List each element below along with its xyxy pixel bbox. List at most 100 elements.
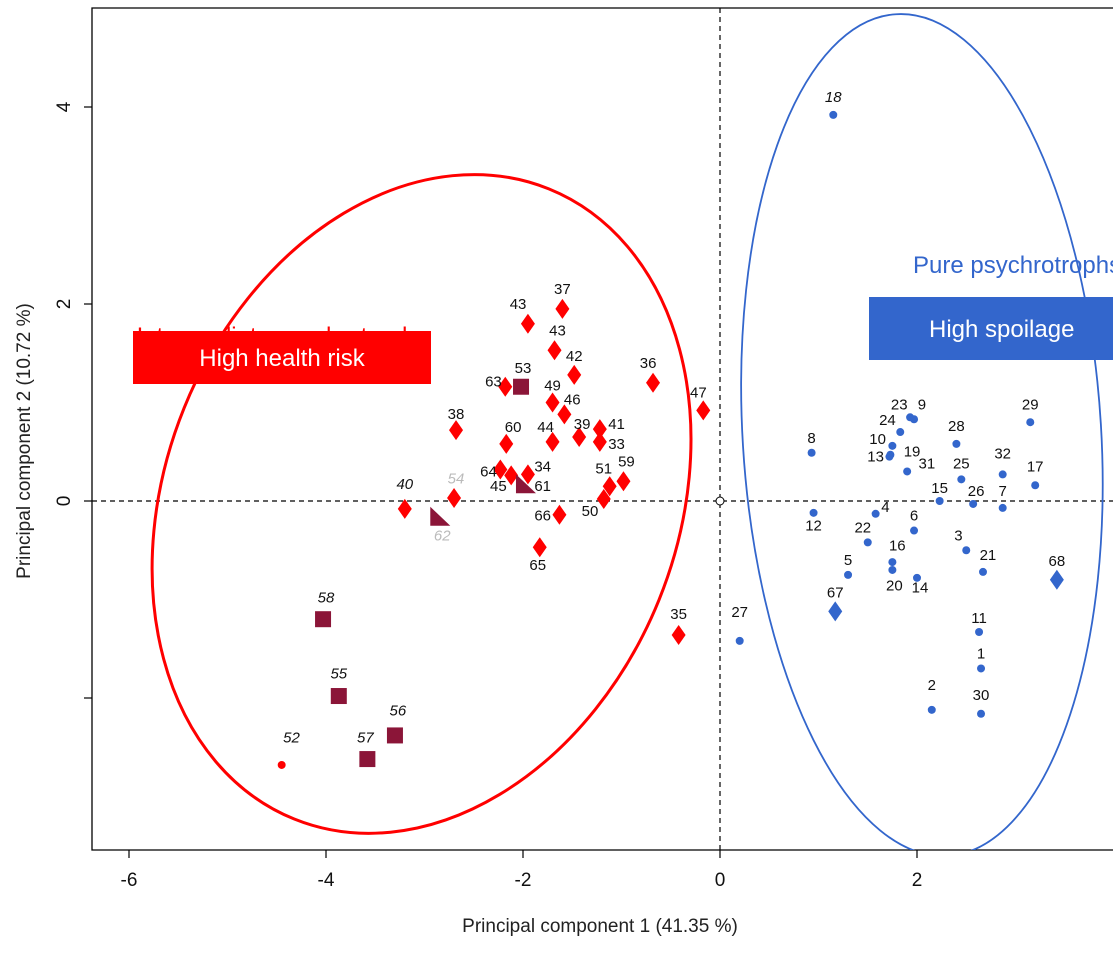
label-18: 18 xyxy=(825,89,842,106)
plot-frame xyxy=(91,7,1113,851)
label-4: 4 xyxy=(881,499,889,516)
label-67: 67 xyxy=(827,585,844,602)
group-annotations: Intermediate psychrotrophs High health r… xyxy=(133,252,1113,384)
point-47 xyxy=(696,400,711,421)
label-16: 16 xyxy=(889,537,906,554)
point-42 xyxy=(567,364,582,385)
label-36: 36 xyxy=(640,355,657,372)
label-60: 60 xyxy=(505,419,522,436)
label-6: 6 xyxy=(910,508,918,525)
x-tick-label: -2 xyxy=(515,870,532,891)
point-12 xyxy=(809,508,818,517)
point-5 xyxy=(844,570,853,579)
point-7 xyxy=(998,503,1007,512)
point-43 xyxy=(547,340,562,361)
point-65 xyxy=(532,537,547,558)
point-37 xyxy=(555,298,570,319)
x-tick-label: 2 xyxy=(912,870,923,891)
point-20 xyxy=(888,565,897,574)
point-33 xyxy=(592,431,607,452)
label-9: 9 xyxy=(918,396,926,413)
label-47: 47 xyxy=(690,385,707,402)
intermediate-badge-label: High health risk xyxy=(199,345,365,372)
point-11 xyxy=(975,628,984,637)
label-20: 20 xyxy=(886,578,903,595)
label-55: 55 xyxy=(330,665,347,682)
point-1 xyxy=(977,664,986,673)
y-tick-label: 0 xyxy=(54,496,75,507)
label-31: 31 xyxy=(919,455,936,472)
point-45 xyxy=(504,465,519,486)
label-26: 26 xyxy=(968,483,985,500)
label-33: 33 xyxy=(608,436,625,453)
point-6 xyxy=(910,526,919,535)
point-54 xyxy=(447,488,462,509)
label-68: 68 xyxy=(1049,553,1066,570)
pure-group-title: Pure psychrotrophs xyxy=(913,252,1113,279)
point-67 xyxy=(828,601,843,622)
label-40: 40 xyxy=(396,476,413,493)
point-18 xyxy=(829,110,838,119)
point-26 xyxy=(969,499,978,508)
label-19: 19 xyxy=(904,444,921,461)
label-41: 41 xyxy=(608,416,625,433)
point-31 xyxy=(903,467,912,476)
label-13: 13 xyxy=(867,449,884,466)
point-28 xyxy=(952,439,961,448)
point-29 xyxy=(1026,418,1035,427)
point-39 xyxy=(572,426,587,447)
label-22: 22 xyxy=(854,520,871,537)
point-4 xyxy=(871,509,880,518)
label-49: 49 xyxy=(544,378,561,395)
label-3: 3 xyxy=(954,527,962,544)
label-8: 8 xyxy=(807,430,815,447)
point-68 xyxy=(1049,569,1064,590)
point-40 xyxy=(397,498,412,519)
point-15 xyxy=(935,497,944,505)
point-62 xyxy=(430,506,451,526)
point-61 xyxy=(515,474,536,494)
label-35: 35 xyxy=(670,606,687,623)
point-14 xyxy=(913,573,921,582)
label-57: 57 xyxy=(357,729,374,746)
y-tick-label: 2 xyxy=(54,299,75,310)
label-45: 45 xyxy=(490,478,507,495)
point-9 xyxy=(910,415,919,424)
label-23: 23 xyxy=(891,396,908,413)
point-21 xyxy=(978,567,987,576)
point-43 xyxy=(520,313,535,334)
point-59 xyxy=(616,471,631,492)
label-11: 11 xyxy=(971,610,987,627)
label-28: 28 xyxy=(948,418,965,435)
label-24: 24 xyxy=(879,412,896,429)
y-tick-label: 4 xyxy=(54,101,75,112)
point-10 xyxy=(888,441,897,450)
point-55 xyxy=(330,688,347,705)
label-15: 15 xyxy=(931,480,948,497)
point-60 xyxy=(499,433,514,454)
label-54: 54 xyxy=(448,470,465,487)
label-14: 14 xyxy=(912,580,929,597)
label-66: 66 xyxy=(534,508,551,525)
label-17: 17 xyxy=(1027,458,1044,475)
label-63: 63 xyxy=(485,374,502,391)
label-29: 29 xyxy=(1022,396,1039,413)
point-49 xyxy=(545,392,560,413)
label-2: 2 xyxy=(928,677,936,694)
label-62: 62 xyxy=(434,527,451,544)
point-51 xyxy=(602,476,617,497)
point-3 xyxy=(962,546,971,555)
label-34: 34 xyxy=(534,458,551,475)
x-tick-label: -4 xyxy=(318,870,335,891)
label-51: 51 xyxy=(595,460,612,477)
point-52 xyxy=(277,760,286,769)
point-16 xyxy=(888,558,897,567)
label-43: 43 xyxy=(510,296,527,313)
label-52: 52 xyxy=(283,729,300,746)
group-ellipses xyxy=(150,13,1104,850)
point-8 xyxy=(807,448,816,457)
intermediate-badge xyxy=(133,331,431,384)
